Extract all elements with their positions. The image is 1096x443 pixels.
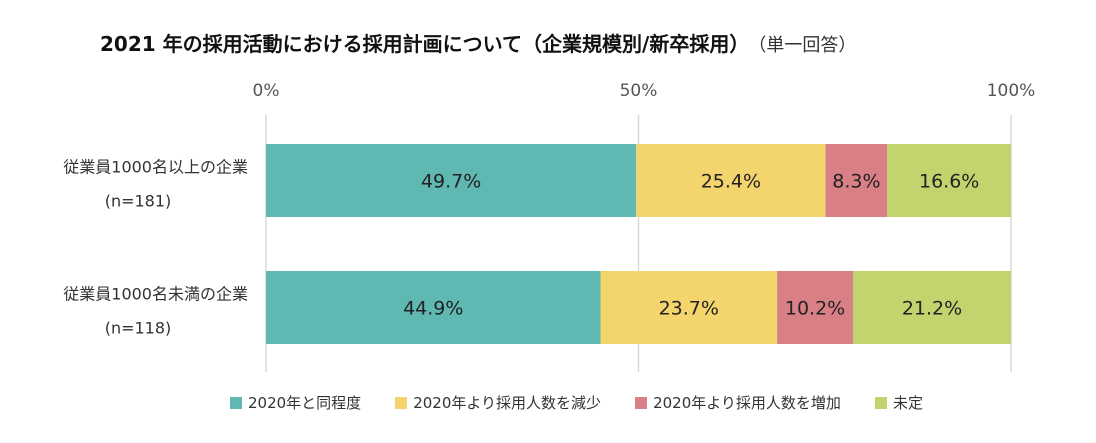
category-n-label: (n=181) <box>105 192 172 211</box>
bar-segment <box>853 271 1011 344</box>
bar-segment <box>777 271 854 344</box>
bar-segment <box>825 144 888 217</box>
legend-swatch <box>395 396 408 409</box>
x-tick-label: 50% <box>620 81 658 101</box>
legend-label: 2020年より採用人数を減少 <box>413 394 602 412</box>
data-label: 44.9% <box>403 298 463 320</box>
bar-segment <box>636 144 826 217</box>
legend-label: 未定 <box>892 394 923 412</box>
data-label: 16.6% <box>919 171 979 193</box>
chart-title: 2021 年の採用活動における採用計画について（企業規模別/新卒採用） （単一回答… <box>100 28 856 57</box>
chart-subtitle: （単一回答） <box>757 35 857 56</box>
bar-segment <box>266 144 637 217</box>
x-tick-label: 100% <box>987 81 1036 101</box>
legend-item: 2020年と同程度 <box>230 392 361 413</box>
data-label: 25.4% <box>701 171 761 193</box>
legend-item: 未定 <box>874 392 923 413</box>
data-label: 23.7% <box>659 298 719 320</box>
legend-swatch <box>635 396 648 409</box>
category-label: 従業員1000名未満の企業 <box>63 285 248 304</box>
category-label: 従業員1000名以上の企業 <box>63 158 248 177</box>
legend-swatch <box>874 396 887 409</box>
data-label: 49.7% <box>421 171 481 193</box>
chart-title-main: 2021 年の採用活動における採用計画について（企業規模別/新卒採用） <box>100 32 750 56</box>
x-tick-label: 0% <box>253 81 280 101</box>
chart-legend: 2020年と同程度 2020年より採用人数を減少 2020年より採用人数を増加 未定 <box>230 392 923 413</box>
bar-segment <box>600 271 778 344</box>
legend-label: 2020年より採用人数を増加 <box>653 394 841 412</box>
legend-swatch <box>230 396 242 409</box>
category-n-label: (n=118) <box>105 319 172 338</box>
bar-segment <box>266 271 601 344</box>
data-label: 21.2% <box>902 298 962 320</box>
data-label: 8.3% <box>832 171 880 193</box>
data-label: 10.2% <box>785 298 845 320</box>
legend-item: 2020年より採用人数を減少 <box>395 392 601 413</box>
legend-item: 2020年より採用人数を増加 <box>635 392 841 413</box>
legend-label: 2020年と同程度 <box>248 394 362 412</box>
bar-segment <box>887 144 1011 217</box>
